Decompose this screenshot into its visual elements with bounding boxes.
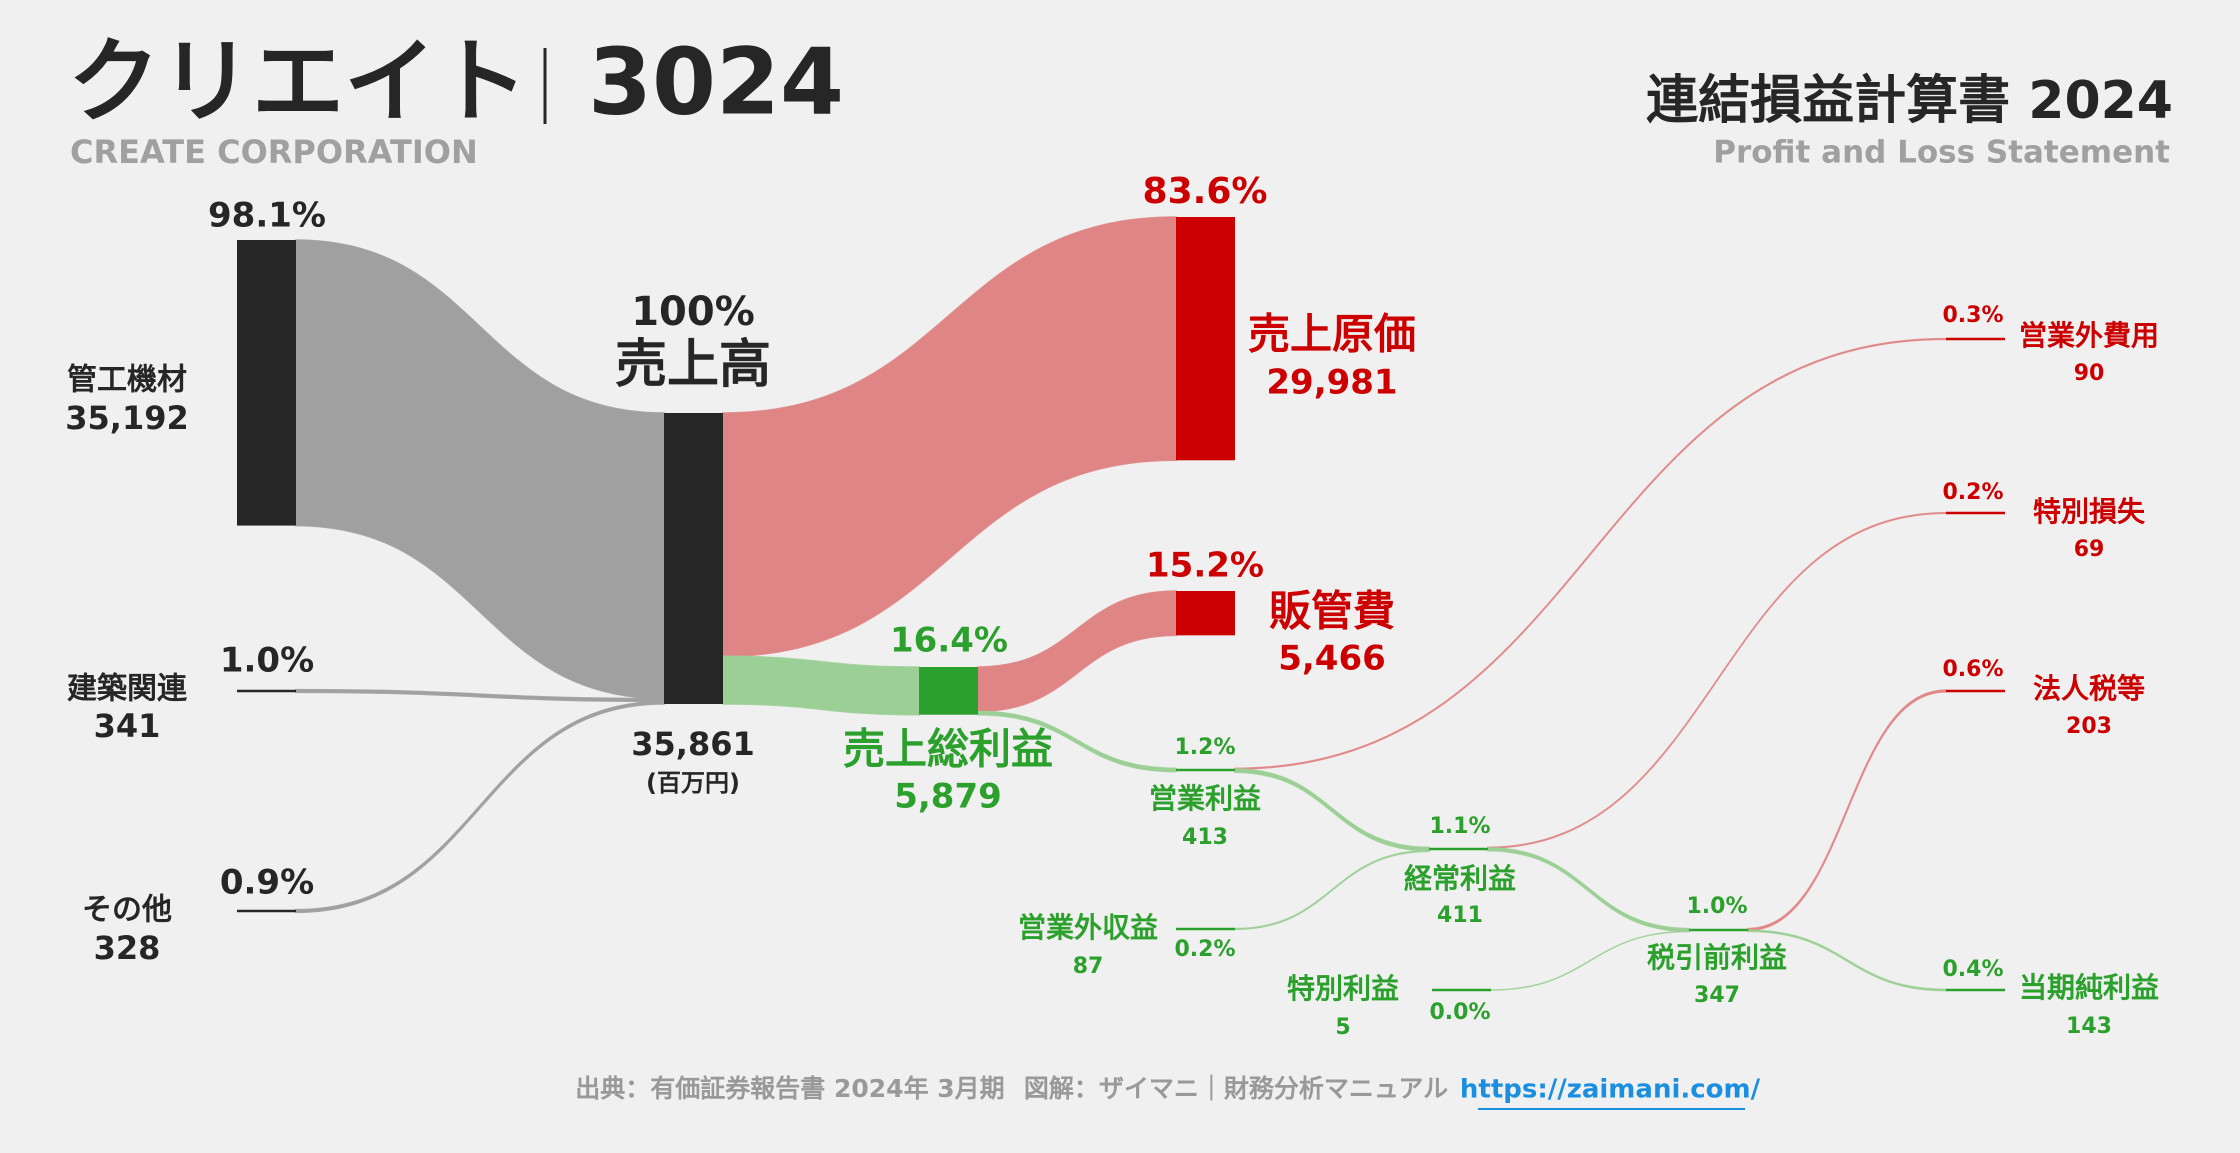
node-bar — [1176, 217, 1235, 461]
node-name: 経常利益 — [1404, 862, 1516, 895]
node-value: 203 — [2066, 714, 2112, 739]
node-value: 35,861 — [631, 725, 754, 763]
node-name: 建築関連 — [67, 672, 188, 707]
node-name: その他 — [82, 893, 172, 928]
node-unit: (百万円) — [646, 769, 740, 797]
node-share: 1.2% — [1174, 735, 1235, 760]
company-subtitle: CREATE CORPORATION — [70, 133, 478, 171]
node-bar — [664, 413, 723, 704]
node-name: 税引前利益 — [1647, 941, 1787, 974]
node-share: 0.3% — [1942, 303, 2003, 328]
node-value: 29,981 — [1266, 363, 1397, 403]
node-share: 15.2% — [1146, 546, 1264, 586]
node-name: 営業外費用 — [2019, 319, 2159, 352]
node-name: 営業利益 — [1149, 782, 1261, 815]
node-share: 16.4% — [890, 621, 1008, 661]
node-value: 347 — [1694, 983, 1740, 1008]
node-value: 87 — [1073, 954, 1104, 979]
link — [1490, 930, 1690, 991]
node-value: 143 — [2066, 1014, 2112, 1039]
node-name: 売上総利益 — [843, 725, 1053, 774]
link — [977, 590, 1177, 713]
node-name: 当期純利益 — [2019, 971, 2159, 1004]
node-share: 1.0% — [1686, 894, 1747, 919]
statement-title: 連結損益計算書 2024 — [1646, 71, 2173, 131]
node-name: 特別利益 — [1287, 972, 1399, 1005]
node-name: 販管費 — [1269, 587, 1395, 636]
links — [295, 216, 1947, 992]
node-share: 83.6% — [1143, 171, 1268, 212]
node-share: 0.9% — [220, 863, 314, 903]
node-share: 0.4% — [1942, 957, 2003, 982]
node-share: 0.0% — [1429, 1000, 1490, 1025]
node-bar — [919, 667, 978, 715]
node-value: 69 — [2074, 537, 2105, 562]
node-value: 411 — [1437, 903, 1483, 928]
node-name: 売上高 — [615, 335, 771, 395]
node-value: 328 — [94, 929, 161, 967]
url-link[interactable]: https://zaimani.com/ — [1460, 1075, 1761, 1105]
link — [1234, 849, 1430, 931]
node-share: 1.1% — [1429, 814, 1490, 839]
node-name: 法人税等 — [2033, 672, 2145, 705]
source-note: 出典：有価証券報告書 2024年 3月期 — [575, 1074, 1004, 1103]
node-value: 413 — [1182, 825, 1228, 850]
node-value: 5,466 — [1278, 639, 1386, 679]
node-bar — [237, 240, 296, 526]
node-share: 98.1% — [208, 196, 326, 236]
node-name: 管工機材 — [67, 363, 187, 398]
node-share: 0.2% — [1174, 937, 1235, 962]
node-value: 35,192 — [65, 399, 188, 437]
ticker-code: 3024 — [588, 28, 844, 135]
node-name: 特別損失 — [2033, 495, 2146, 528]
node-share: 100% — [631, 289, 755, 335]
node-name: 売上原価 — [1248, 310, 1416, 359]
link — [722, 216, 1177, 658]
node-share: 0.6% — [1942, 657, 2003, 682]
statement-subtitle: Profit and Loss Statement — [1713, 135, 2170, 171]
node-name: 営業外収益 — [1018, 911, 1158, 944]
node-bar — [1176, 591, 1235, 636]
node-value: 341 — [94, 707, 161, 745]
node-value: 5 — [1335, 1015, 1350, 1040]
credit-note: 図解：ザイマニ｜財務分析マニュアル — [1024, 1074, 1448, 1103]
node-value: 5,879 — [894, 777, 1002, 817]
node-share: 1.0% — [220, 641, 314, 681]
company-name: クリエイト — [68, 28, 528, 135]
link — [977, 710, 1177, 773]
node-share: 0.2% — [1942, 480, 2003, 505]
node-value: 90 — [2074, 361, 2105, 386]
